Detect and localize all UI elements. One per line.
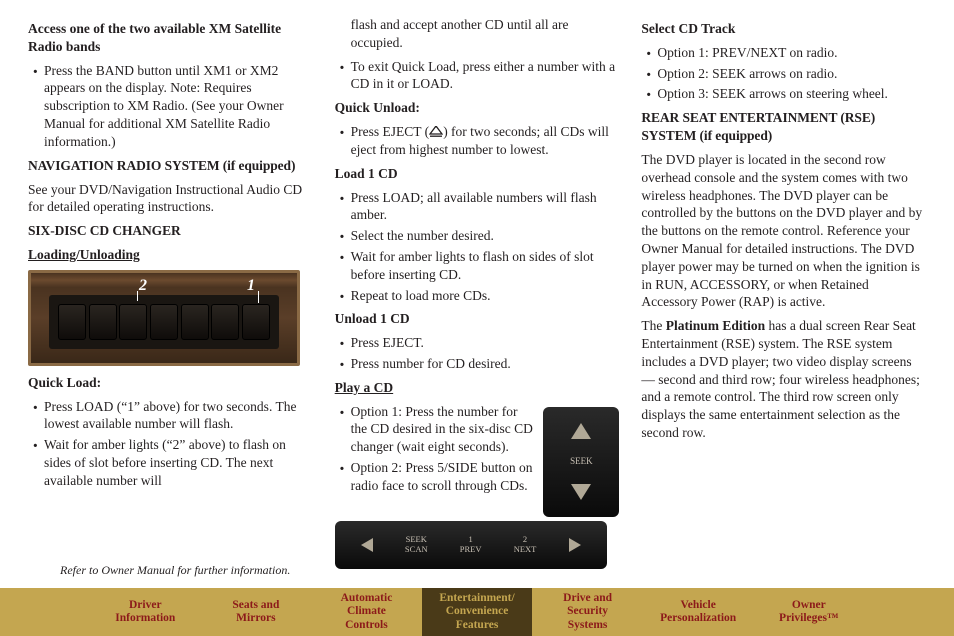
nav-radio-body: See your DVD/Navigation Instructional Au…	[28, 181, 313, 217]
cd-key	[89, 304, 117, 340]
loading-heading: Loading/Unloading	[28, 246, 313, 264]
eject-icon	[429, 126, 443, 137]
radio-scan: SCAN	[405, 544, 428, 554]
quick-load-list: Press LOAD (“1” above) for two seconds. …	[28, 398, 313, 490]
sel-b2: Option 2: SEEK arrows on radio.	[641, 65, 926, 83]
qload-cont-list: To exit Quick Load, press either a numbe…	[335, 58, 620, 94]
prev-button: 1 PREV	[460, 535, 482, 554]
play-b1: Option 1: Press the number for the CD de…	[335, 403, 620, 456]
play-cd-list: Option 1: Press the number for the CD de…	[335, 403, 620, 495]
next-arrow-icon	[569, 538, 581, 552]
select-track-heading: Select CD Track	[641, 20, 926, 38]
unload1-b1: Press EJECT.	[335, 334, 620, 352]
cd-key	[211, 304, 239, 340]
select-track-list: Option 1: PREV/NEXT on radio. Option 2: …	[641, 44, 926, 103]
column-1: Access one of the two available XM Satel…	[28, 16, 313, 562]
callout-2: 2	[139, 275, 147, 296]
cd-key	[58, 304, 86, 340]
unload1-heading: Unload 1 CD	[335, 310, 620, 328]
column-2: flash and accept another CD until all ar…	[335, 16, 620, 562]
sel-b1: Option 1: PREV/NEXT on radio.	[641, 44, 926, 62]
nav-radio-heading: NAVIGATION RADIO SYSTEM (if equipped)	[28, 157, 313, 175]
nav-drive-security[interactable]: Drive andSecuritySystems	[532, 588, 643, 636]
load1-b1: Press LOAD; all available numbers will f…	[335, 189, 620, 225]
quick-load-b1: Press LOAD (“1” above) for two seconds. …	[28, 398, 313, 434]
page-content: Access one of the two available XM Satel…	[0, 0, 954, 562]
cd-changer-figure: 1 2	[28, 270, 300, 366]
play-b2: Option 2: Press 5/SIDE button on radio f…	[335, 459, 620, 495]
next-button: 2 NEXT	[514, 535, 537, 554]
cd-panel	[49, 295, 279, 349]
quick-load-b2: Wait for amber lights (“2” above) to fla…	[28, 436, 313, 489]
cd-key	[150, 304, 178, 340]
qload-cont1: flash and accept another CD until all ar…	[335, 16, 620, 52]
load1-b2: Select the number desired.	[335, 227, 620, 245]
cd-key	[242, 304, 270, 340]
nav-seats-mirrors[interactable]: Seats andMirrors	[201, 588, 312, 636]
sel-b3: Option 3: SEEK arrows on steering wheel.	[641, 85, 926, 103]
unload1-b2: Press number for CD desired.	[335, 355, 620, 373]
bottom-nav: DriverInformation Seats andMirrors Autom…	[0, 588, 954, 636]
nav-climate[interactable]: AutomaticClimateControls	[311, 588, 422, 636]
xm-heading: Access one of the two available XM Satel…	[28, 20, 313, 56]
quick-unload-b1: Press EJECT () for two seconds; all CDs …	[335, 123, 620, 159]
load1-heading: Load 1 CD	[335, 165, 620, 183]
callout-1: 1	[247, 275, 255, 296]
qunload-b1a: Press EJECT (	[351, 124, 430, 139]
next-text: NEXT	[514, 544, 537, 554]
quick-load-heading: Quick Load:	[28, 374, 313, 392]
rse-p2a: The	[641, 318, 665, 333]
prev-text: PREV	[460, 544, 482, 554]
cd-key	[119, 304, 147, 340]
rse-p2b: has a dual screen Rear Seat Entertainmen…	[641, 318, 920, 440]
nav-entertainment[interactable]: Entertainment/ConvenienceFeatures	[422, 588, 533, 636]
rse-body-2: The Platinum Edition has a dual screen R…	[641, 317, 926, 442]
callout-1-line	[258, 291, 259, 303]
column-3: Select CD Track Option 1: PREV/NEXT on r…	[641, 16, 926, 562]
unload1-list: Press EJECT. Press number for CD desired…	[335, 334, 620, 373]
platinum-label: Platinum Edition	[666, 318, 765, 333]
quick-unload-list: Press EJECT () for two seconds; all CDs …	[335, 123, 620, 159]
play-cd-heading: Play a CD	[335, 379, 620, 397]
load1-b4: Repeat to load more CDs.	[335, 287, 620, 305]
nav-driver-info[interactable]: DriverInformation	[90, 588, 201, 636]
qload-cont2: To exit Quick Load, press either a numbe…	[335, 58, 620, 94]
prev-arrow-icon	[361, 538, 373, 552]
footnote: Refer to Owner Manual for further inform…	[60, 563, 290, 578]
cd-key	[181, 304, 209, 340]
load1-list: Press LOAD; all available numbers will f…	[335, 189, 620, 305]
quick-unload-heading: Quick Unload:	[335, 99, 620, 117]
nav-owner-privileges[interactable]: OwnerPrivileges™	[753, 588, 864, 636]
callout-2-line	[137, 291, 138, 301]
xm-list: Press the BAND button until XM1 or XM2 a…	[28, 62, 313, 151]
seek-scan-button: SEEK SCAN	[405, 535, 428, 554]
rse-heading: REAR SEAT ENTERTAINMENT (RSE) SYSTEM (if…	[641, 109, 926, 145]
nav-vehicle-personalization[interactable]: VehiclePersonalization	[643, 588, 754, 636]
radio-face-figure: SEEK SCAN 1 PREV 2 NEXT	[335, 521, 607, 569]
six-disc-heading: SIX-DISC CD CHANGER	[28, 222, 313, 240]
xm-bullet: Press the BAND button until XM1 or XM2 a…	[28, 62, 313, 151]
rse-body-1: The DVD player is located in the second …	[641, 151, 926, 311]
load1-b3: Wait for amber lights to flash on sides …	[335, 248, 620, 284]
